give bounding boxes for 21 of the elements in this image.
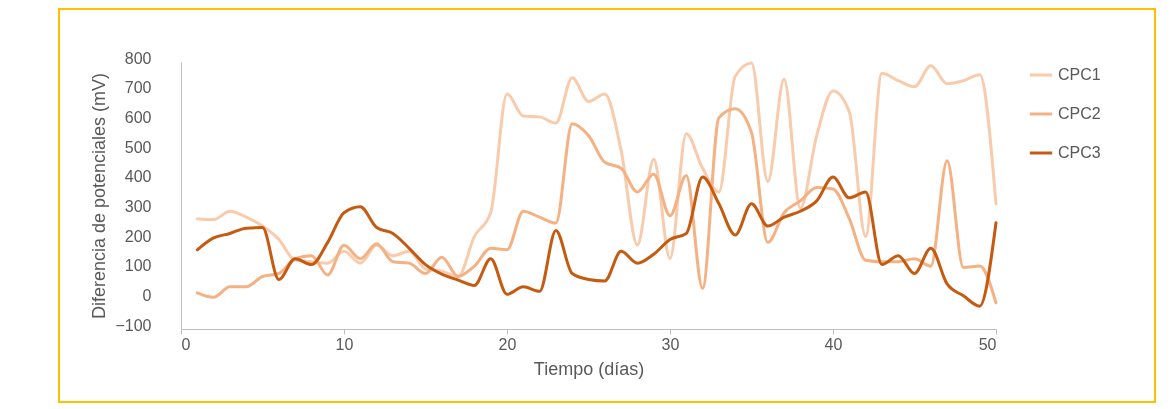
y-tick-label: 400 <box>124 168 152 186</box>
x-tick-label: 10 <box>335 335 354 353</box>
legend-label: CPC3 <box>1058 144 1101 161</box>
x-axis-title: Tiempo (días) <box>533 358 645 379</box>
y-tick-label: 800 <box>124 49 152 67</box>
y-tick-label: 0 <box>142 286 152 304</box>
x-tick-label: 0 <box>181 335 191 353</box>
y-tick-label: 700 <box>124 79 152 97</box>
x-tick-label: 30 <box>661 335 680 353</box>
y-axis-title: Diferencia de potenciales (mV) <box>89 72 110 320</box>
y-tick-label: 600 <box>124 108 152 126</box>
legend-label: CPC2 <box>1058 105 1101 122</box>
x-tick-label: 50 <box>978 335 997 353</box>
legend-label: CPC1 <box>1058 66 1101 83</box>
x-tick-label: 40 <box>824 335 843 353</box>
y-tick-label: 500 <box>124 138 152 156</box>
y-tick-label: −100 <box>115 316 152 334</box>
x-tick-label: 20 <box>498 335 517 353</box>
y-tick-label: 100 <box>124 257 152 275</box>
y-tick-label: 200 <box>124 227 152 245</box>
y-tick-label: 300 <box>124 197 152 215</box>
